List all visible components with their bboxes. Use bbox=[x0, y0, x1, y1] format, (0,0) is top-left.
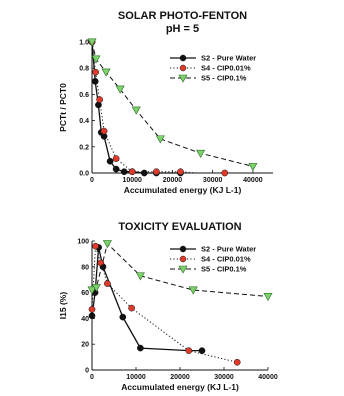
chart2-x-tick-label: 20000 bbox=[170, 374, 190, 381]
chart1-data-point bbox=[87, 38, 97, 47]
chart1-data-point bbox=[100, 127, 108, 135]
chart1-title: SOLAR PHOTO-FENTON bbox=[118, 10, 247, 22]
chart2-data-point bbox=[119, 313, 127, 321]
chart1-x-tick-label: 0 bbox=[90, 177, 94, 184]
chart2-legend-marker bbox=[178, 265, 188, 274]
chart2-data-point bbox=[198, 347, 206, 354]
chart1-subtitle: pH = 5 bbox=[166, 23, 199, 35]
chart2-series-2 bbox=[88, 242, 241, 366]
chart1-y-tick-label: 1.0 bbox=[79, 40, 89, 47]
chart1-data-point bbox=[248, 162, 258, 172]
chart1-series-3 bbox=[87, 38, 258, 172]
chart2-data-point bbox=[137, 344, 144, 352]
chart2-x-tick-label: 0 bbox=[90, 374, 94, 381]
chart1-data-point bbox=[221, 169, 229, 177]
chart2-data-point bbox=[88, 312, 96, 320]
chart2-y-axis-label: I15 (%) bbox=[58, 292, 68, 320]
chart1-y-tick-label: 0.6 bbox=[79, 92, 89, 99]
chart2-legend-entry: S5 - CIP0.1% bbox=[170, 265, 247, 274]
chart2-series-3 bbox=[87, 240, 273, 302]
chart1-series-line bbox=[91, 41, 225, 174]
chart1-data-point bbox=[96, 96, 103, 103]
chart2-data-point bbox=[88, 306, 96, 313]
chart1-y-axis-label: PCTt / PCT0 bbox=[58, 83, 68, 132]
chart1-data-point bbox=[128, 168, 136, 176]
chart2-series-1 bbox=[88, 244, 206, 354]
chart1-data-point bbox=[106, 157, 114, 165]
chart2-data-point bbox=[188, 286, 198, 295]
chart1-legend-label: S2 - Pure Water bbox=[201, 54, 256, 63]
chart2-y-tick-label: 40 bbox=[81, 316, 89, 323]
chart1-legend-entry: S4 - CIP0.01% bbox=[170, 64, 251, 73]
chart2-x-tick-label: 30000 bbox=[214, 374, 234, 381]
chart2-y-tick-label: 20 bbox=[81, 342, 89, 349]
chart2-title: TOXICITY EVALUATION bbox=[118, 221, 241, 233]
chart1-data-point bbox=[92, 68, 99, 76]
chart1-legend-label: S4 - CIP0.01% bbox=[201, 64, 251, 73]
chart1-data-point bbox=[153, 168, 160, 176]
chart1-y-tick-label: 0.2 bbox=[79, 144, 89, 151]
chart1-data-point bbox=[155, 135, 165, 144]
chart1-data-point bbox=[131, 106, 141, 115]
chart1-data-point bbox=[112, 155, 120, 162]
chart2-x-tick-label: 10000 bbox=[126, 374, 146, 381]
chart1-data-point bbox=[177, 168, 184, 176]
chart2-data-point bbox=[104, 280, 111, 287]
chart2-x-axis-label: Accumulated energy (KJ L-1) bbox=[121, 382, 239, 392]
chart2-legend-entry: S4 - CIP0.01% bbox=[170, 255, 251, 264]
chart1-data-point bbox=[112, 165, 120, 173]
chart2-legend-label: S4 - CIP0.01% bbox=[201, 255, 251, 264]
chart1-x-tick-label: 40000 bbox=[243, 177, 263, 184]
chart2-y-tick-label: 80 bbox=[81, 264, 89, 271]
chart1-data-point bbox=[196, 149, 206, 158]
chart1-legend-label: S5 - CIP0.1% bbox=[201, 74, 247, 83]
chart1-legend-marker bbox=[178, 74, 188, 83]
chart1-y-tick-label: 0.4 bbox=[79, 118, 89, 125]
chart2-data-point bbox=[91, 283, 101, 293]
chart1-legend-marker bbox=[179, 54, 187, 62]
chart2-legend-entry: S2 - Pure Water bbox=[170, 245, 256, 254]
chart2-y-tick-label: 0 bbox=[85, 368, 89, 375]
chart1-x-axis-label: Accumulated energy (KJ L-1) bbox=[124, 185, 242, 195]
chart2-data-point bbox=[135, 272, 145, 281]
chart1-x-tick-label: 20000 bbox=[163, 177, 183, 184]
chart2-x-tick-label: 40000 bbox=[258, 374, 278, 381]
chart2-y-tick-label: 60 bbox=[81, 290, 89, 297]
chart1-x-tick-label: 30000 bbox=[203, 177, 223, 184]
chart1-data-point bbox=[91, 55, 101, 64]
chart1-data-point bbox=[120, 168, 128, 176]
chart1-x-tick-label: 10000 bbox=[122, 177, 142, 184]
chart2-data-point bbox=[233, 358, 241, 366]
chart2-y-tick-label: 100 bbox=[77, 239, 89, 246]
chart1-data-point bbox=[115, 85, 125, 94]
chart2-data-point bbox=[92, 242, 99, 250]
chart2-legend-label: S5 - CIP0.1% bbox=[201, 265, 247, 274]
chart1-series-2 bbox=[88, 38, 229, 177]
chart2-legend-marker bbox=[179, 245, 187, 253]
chart1-y-tick-label: 0.0 bbox=[79, 171, 89, 178]
chart1-series-line bbox=[91, 41, 254, 167]
chart2-legend-marker bbox=[179, 255, 187, 263]
chart2-data-point bbox=[185, 347, 193, 354]
chart1-y-tick-label: 0.8 bbox=[79, 66, 89, 73]
chart2-panel: TOXICITY EVALUATION 0 20 40 60 80 100 0 10000 200… bbox=[58, 221, 278, 392]
chart1-legend-entry: S2 - Pure Water bbox=[170, 54, 256, 63]
chart2-series-line bbox=[91, 247, 202, 352]
chart2-data-point bbox=[87, 286, 97, 295]
chart2-data-point bbox=[263, 292, 273, 302]
chart1-legend-entry: S5 - CIP0.1% bbox=[170, 74, 247, 83]
chart1-data-point bbox=[101, 68, 111, 77]
chart2-data-point bbox=[128, 304, 135, 312]
chart1-legend-marker bbox=[179, 64, 187, 72]
chart1-data-point bbox=[140, 169, 148, 177]
chart2-legend-label: S2 - Pure Water bbox=[201, 245, 256, 254]
chart2-data-point bbox=[102, 240, 112, 249]
